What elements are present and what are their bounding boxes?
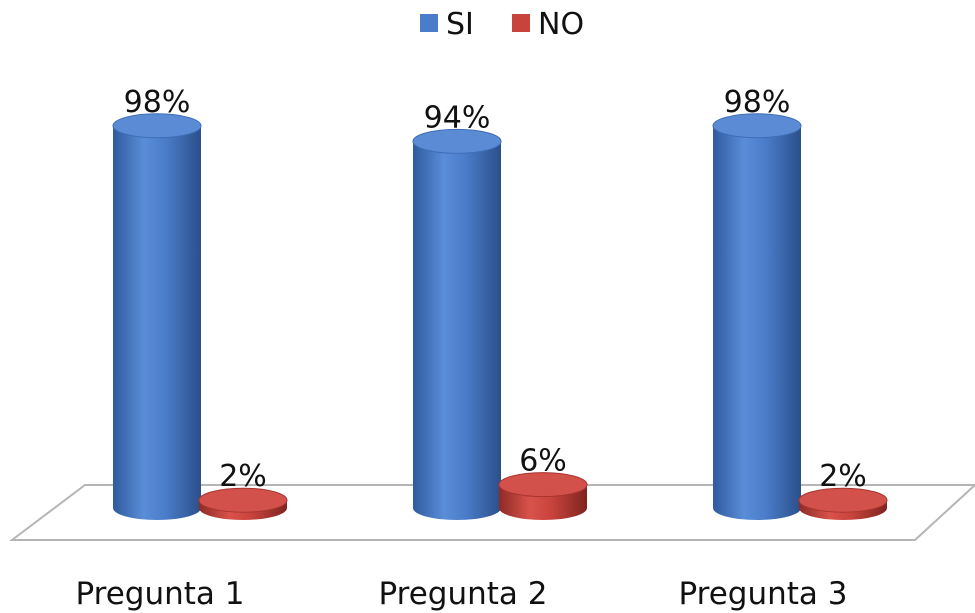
data-label-no-1: 2%	[219, 459, 267, 494]
legend-swatch-no	[512, 14, 530, 32]
category-label-2: Pregunta 2	[379, 576, 548, 612]
bar-si-1: 98%	[112, 85, 202, 521]
category-label-3: Pregunta 3	[679, 576, 848, 612]
bar-no-2: 6%	[498, 444, 588, 520]
bar-no-3: 2%	[798, 459, 888, 520]
bar-body-si-1	[113, 125, 201, 521]
data-label-si-2: 94%	[424, 100, 491, 135]
bar-top-no-1	[198, 487, 288, 513]
legend-label-no: NO	[538, 7, 584, 42]
category-label-1: Pregunta 1	[76, 576, 245, 612]
legend: SI NO	[420, 7, 584, 42]
bar-top-no-3	[798, 487, 888, 513]
bar-top-si-2	[412, 128, 502, 154]
bar-top-no-2	[498, 472, 588, 498]
data-label-si-1: 98%	[124, 85, 191, 120]
bar-si-3: 98%	[712, 85, 802, 521]
bar-body-si-3	[713, 125, 801, 521]
bar-top-si-3	[712, 113, 802, 139]
data-label-no-2: 6%	[519, 444, 567, 479]
data-label-no-3: 2%	[819, 459, 867, 494]
data-label-si-3: 98%	[724, 85, 791, 120]
bars-layer: 98% 94% 98% 2% 6% 2%	[112, 85, 888, 521]
legend-swatch-si	[420, 14, 438, 32]
bar-no-1: 2%	[198, 459, 288, 520]
legend-label-si: SI	[446, 7, 474, 42]
bar-top-si-1	[112, 113, 202, 139]
bar-si-2: 94%	[412, 100, 502, 520]
bar-body-si-2	[413, 141, 501, 520]
